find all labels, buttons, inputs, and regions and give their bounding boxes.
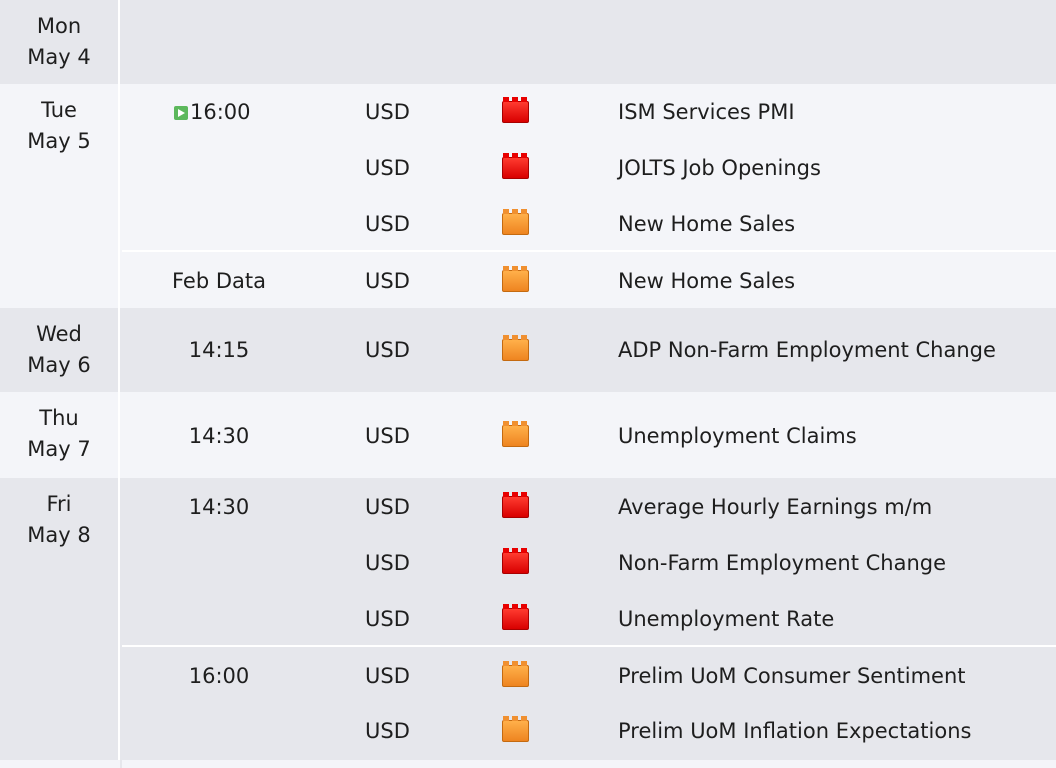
event-row[interactable]: 14:15 USD ADP Non-Farm Employment Change [122, 322, 1056, 378]
orange-folder-icon[interactable] [502, 266, 529, 292]
event-time: Feb Data [172, 269, 266, 293]
date-label: May 8 [27, 523, 91, 547]
date-cell: Mon May 4 [0, 0, 120, 84]
next-day-edge [0, 760, 1056, 768]
day-group-fri: Fri May 8 14:30 USD Average Hourly Earni… [0, 478, 1056, 760]
event-row[interactable]: USD New Home Sales [122, 196, 1056, 252]
up-next-arrow-icon [174, 106, 188, 120]
weekday-label: Tue [41, 98, 77, 122]
day-group-mon: Mon May 4 [0, 0, 1056, 84]
date-label: May 6 [27, 353, 91, 377]
orange-folder-icon[interactable] [502, 335, 529, 361]
event-row[interactable]: 14:30 USD Unemployment Claims [122, 408, 1056, 464]
date-cell: Wed May 6 [0, 308, 120, 392]
event-title[interactable]: Prelim UoM Inflation Expectations [618, 719, 972, 743]
event-row[interactable]: USD Unemployment Rate [122, 591, 1056, 647]
red-folder-icon[interactable] [502, 604, 529, 630]
event-currency: USD [365, 495, 410, 519]
event-currency: USD [365, 424, 410, 448]
event-row[interactable]: 16:00 USD Prelim UoM Consumer Sentiment [122, 645, 1056, 703]
event-title[interactable]: JOLTS Job Openings [618, 156, 821, 180]
red-folder-icon[interactable] [502, 548, 529, 574]
event-row[interactable]: 14:30 USD Average Hourly Earnings m/m [122, 479, 1056, 535]
event-time: 16:00 [174, 84, 251, 140]
event-title[interactable]: New Home Sales [618, 212, 796, 236]
date-label: May 4 [27, 45, 91, 69]
date-label: May 5 [27, 129, 91, 153]
event-currency: USD [365, 338, 410, 362]
event-time: 14:15 [188, 338, 250, 362]
event-row[interactable]: USD Non-Farm Employment Change [122, 535, 1056, 591]
event-currency: USD [365, 269, 410, 293]
event-currency: USD [365, 100, 410, 124]
event-title[interactable]: Non-Farm Employment Change [618, 551, 947, 575]
weekday-label: Wed [36, 322, 82, 346]
event-currency: USD [365, 719, 410, 743]
event-currency: USD [365, 551, 410, 575]
event-time: 16:00 [188, 664, 250, 688]
time-label: 16:00 [190, 100, 251, 124]
weekday-label: Thu [39, 406, 79, 430]
red-folder-icon[interactable] [502, 97, 529, 123]
orange-folder-icon[interactable] [502, 716, 529, 742]
event-title[interactable]: ISM Services PMI [618, 100, 795, 124]
date-cell: Fri May 8 [0, 478, 120, 760]
event-currency: USD [365, 664, 410, 688]
event-currency: USD [365, 607, 410, 631]
day-group-tue: Tue May 5 16:00 USD ISM Services PMI USD… [0, 84, 1056, 308]
red-folder-icon[interactable] [502, 153, 529, 179]
column-divider [120, 760, 122, 768]
event-currency: USD [365, 212, 410, 236]
day-group-wed: Wed May 6 14:15 USD ADP Non-Farm Employm… [0, 308, 1056, 392]
day-group-thu: Thu May 7 14:30 USD Unemployment Claims [0, 392, 1056, 478]
event-row[interactable]: 16:00 USD ISM Services PMI [122, 84, 1056, 140]
orange-folder-icon[interactable] [502, 421, 529, 447]
event-currency: USD [365, 156, 410, 180]
weekday-label: Mon [36, 14, 82, 38]
event-time: 14:30 [188, 424, 250, 448]
event-title[interactable]: New Home Sales [618, 269, 796, 293]
event-title[interactable]: Unemployment Rate [618, 607, 835, 631]
event-row[interactable]: USD Prelim UoM Inflation Expectations [122, 703, 1056, 759]
date-cell: Thu May 7 [0, 392, 120, 478]
event-row[interactable]: Feb Data USD New Home Sales [122, 250, 1056, 308]
orange-folder-icon[interactable] [502, 661, 529, 687]
event-title[interactable]: ADP Non-Farm Employment Change [618, 338, 996, 362]
red-folder-icon[interactable] [502, 492, 529, 518]
event-time: 14:30 [188, 495, 250, 519]
event-title[interactable]: Unemployment Claims [618, 424, 857, 448]
date-label: May 7 [27, 437, 91, 461]
orange-folder-icon[interactable] [502, 209, 529, 235]
weekday-label: Fri [46, 492, 72, 516]
event-title[interactable]: Prelim UoM Consumer Sentiment [618, 664, 966, 688]
event-title[interactable]: Average Hourly Earnings m/m [618, 495, 933, 519]
event-row[interactable]: USD JOLTS Job Openings [122, 140, 1056, 196]
date-cell: Tue May 5 [0, 84, 120, 308]
